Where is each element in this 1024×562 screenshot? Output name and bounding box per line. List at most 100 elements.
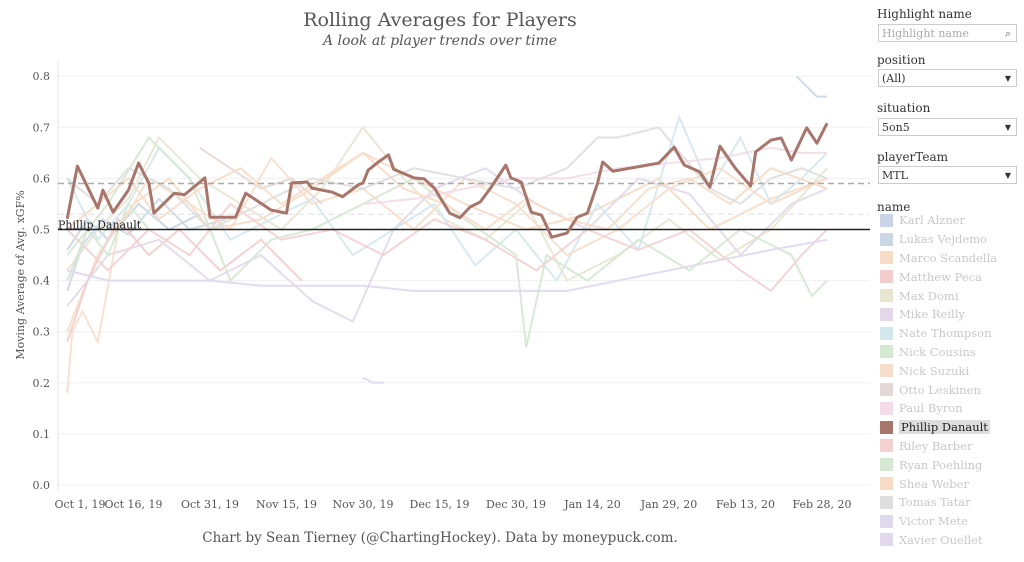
legend-label: Otto Leskinen [899, 382, 981, 397]
series-line-nick-suzuki [66, 156, 828, 394]
x-tick-label: Oct 31, 19 [181, 498, 239, 511]
legend-swatch [880, 251, 893, 265]
legend-swatch [880, 458, 893, 472]
series-line-paul-byron [362, 146, 828, 205]
legend-item[interactable]: Matthew Peca [877, 267, 997, 286]
name-legend-label: name [877, 200, 911, 214]
legend-swatch [880, 533, 893, 547]
legend-label: Shea Weber [899, 476, 969, 491]
legend-label: Marco Scandella [899, 250, 998, 265]
situation-dropdown[interactable]: 5on5 ▼ [878, 118, 1017, 136]
legend-item[interactable]: Mike Reilly [877, 305, 997, 324]
search-icon: ⌕ [1004, 27, 1011, 40]
legend-label: Nate Thompson [899, 326, 992, 341]
playerteam-dropdown[interactable]: MTL ▼ [878, 166, 1017, 184]
y-tick-label: 0.6 [33, 172, 51, 185]
x-tick-label: Oct 1, 19 [54, 498, 105, 511]
y-tick-label: 0.2 [33, 377, 51, 390]
legend-label: Karl Alzner [899, 213, 966, 228]
y-tick-label: 0.1 [33, 428, 51, 441]
x-tick-label: Dec 30, 19 [486, 498, 546, 511]
legend-item[interactable]: Shea Weber [877, 474, 997, 493]
legend-swatch [880, 495, 893, 509]
legend-swatch [880, 307, 893, 321]
legend-item[interactable]: Nick Suzuki [877, 361, 997, 380]
position-label: position [877, 53, 926, 67]
situation-value: 5on5 [882, 121, 910, 134]
legend-item[interactable]: Marco Scandella [877, 249, 997, 268]
situation-label: situation [877, 101, 931, 115]
legend-swatch [880, 383, 893, 397]
x-tick-label: Feb 13, 20 [716, 498, 775, 511]
legend-label: Riley Barber [899, 438, 973, 453]
legend-swatch [880, 270, 893, 284]
legend-swatch [880, 477, 893, 491]
legend-swatch [880, 514, 893, 528]
legend-swatch [880, 401, 893, 415]
legend-label: Xavier Ouellet [899, 532, 983, 547]
legend-label: Tomas Tatar [899, 495, 971, 510]
series-line-riley-barber [66, 202, 828, 293]
chart-credit: Chart by Sean Tierney (@ChartingHockey).… [202, 530, 678, 546]
chevron-down-icon: ▼ [1004, 123, 1011, 132]
reference-line-label: Phillip Danault [58, 219, 142, 232]
legend-swatch [880, 289, 893, 303]
legend-item[interactable]: Victor Mete [877, 512, 997, 531]
y-tick-label: 0.4 [33, 275, 51, 288]
legend-label: Phillip Danault [899, 420, 990, 435]
legend-item[interactable]: Karl Alzner [877, 211, 997, 230]
y-tick-label: 0.3 [33, 326, 51, 339]
x-tick-label: Oct 16, 19 [104, 498, 162, 511]
series-line-ryan-poehling [66, 201, 150, 281]
legend-item[interactable]: Tomas Tatar [877, 493, 997, 512]
y-tick-label: 0.5 [33, 224, 51, 237]
series-line-phillip-danault [65, 122, 829, 239]
series-line-shea-weber [66, 151, 828, 231]
legend-item[interactable]: Ryan Poehling [877, 455, 997, 474]
position-value: (All) [882, 72, 906, 85]
legend-label: Victor Mete [899, 514, 968, 529]
y-axis-label: Moving Average of Avg. xGF% [14, 190, 27, 359]
legend-label: Nick Cousins [899, 344, 976, 359]
y-tick-label: 0.7 [33, 121, 51, 134]
legend-label: Nick Suzuki [899, 363, 970, 378]
highlight-placeholder: Highlight name [882, 27, 969, 40]
chart-subtitle: A look at player trends over time [322, 33, 558, 49]
y-tick-label: 0.8 [33, 70, 51, 83]
legend-item[interactable]: Lukas Vejdemo [877, 230, 997, 249]
x-tick-label: Nov 30, 19 [333, 498, 394, 511]
x-tick-label: Jan 29, 20 [640, 498, 698, 511]
highlight-name-input[interactable]: Highlight name ⌕ [878, 24, 1017, 42]
legend-item[interactable]: Paul Byron [877, 399, 997, 418]
name-legend: Karl Alzner Lukas Vejdemo Marco Scandella M… [877, 211, 997, 549]
legend-swatch [880, 439, 893, 453]
legend-item[interactable]: Riley Barber [877, 437, 997, 456]
legend-item[interactable]: Nate Thompson [877, 324, 997, 343]
legend-swatch [880, 345, 893, 359]
legend-swatch [880, 364, 893, 378]
series-line-tomas-tatar [66, 126, 828, 231]
position-dropdown[interactable]: (All) ▼ [878, 69, 1017, 87]
playerteam-label: playerTeam [877, 150, 948, 164]
legend-item[interactable]: Max Domi [877, 286, 997, 305]
legend-label: Ryan Poehling [899, 457, 983, 472]
legend-label: Matthew Peca [899, 269, 982, 284]
legend-label: Mike Reilly [899, 307, 965, 322]
legend-label: Lukas Vejdemo [899, 232, 988, 247]
series-line-lukas-vejdemo [795, 75, 828, 98]
x-tick-label: Nov 15, 19 [256, 498, 317, 511]
chevron-down-icon: ▼ [1004, 74, 1011, 83]
x-tick-label: Dec 15, 19 [410, 498, 470, 511]
legend-item[interactable]: Phillip Danault [877, 418, 997, 437]
playerteam-value: MTL [882, 169, 908, 182]
series-line-matthew-peca [66, 217, 303, 343]
legend-item[interactable]: Otto Leskinen [877, 380, 997, 399]
legend-swatch [880, 213, 893, 227]
legend-label: Max Domi [899, 288, 959, 303]
legend-item[interactable]: Nick Cousins [877, 343, 997, 362]
legend-swatch [880, 232, 893, 246]
x-tick-label: Feb 28, 20 [792, 498, 851, 511]
legend-item[interactable]: Xavier Ouellet [877, 531, 997, 550]
